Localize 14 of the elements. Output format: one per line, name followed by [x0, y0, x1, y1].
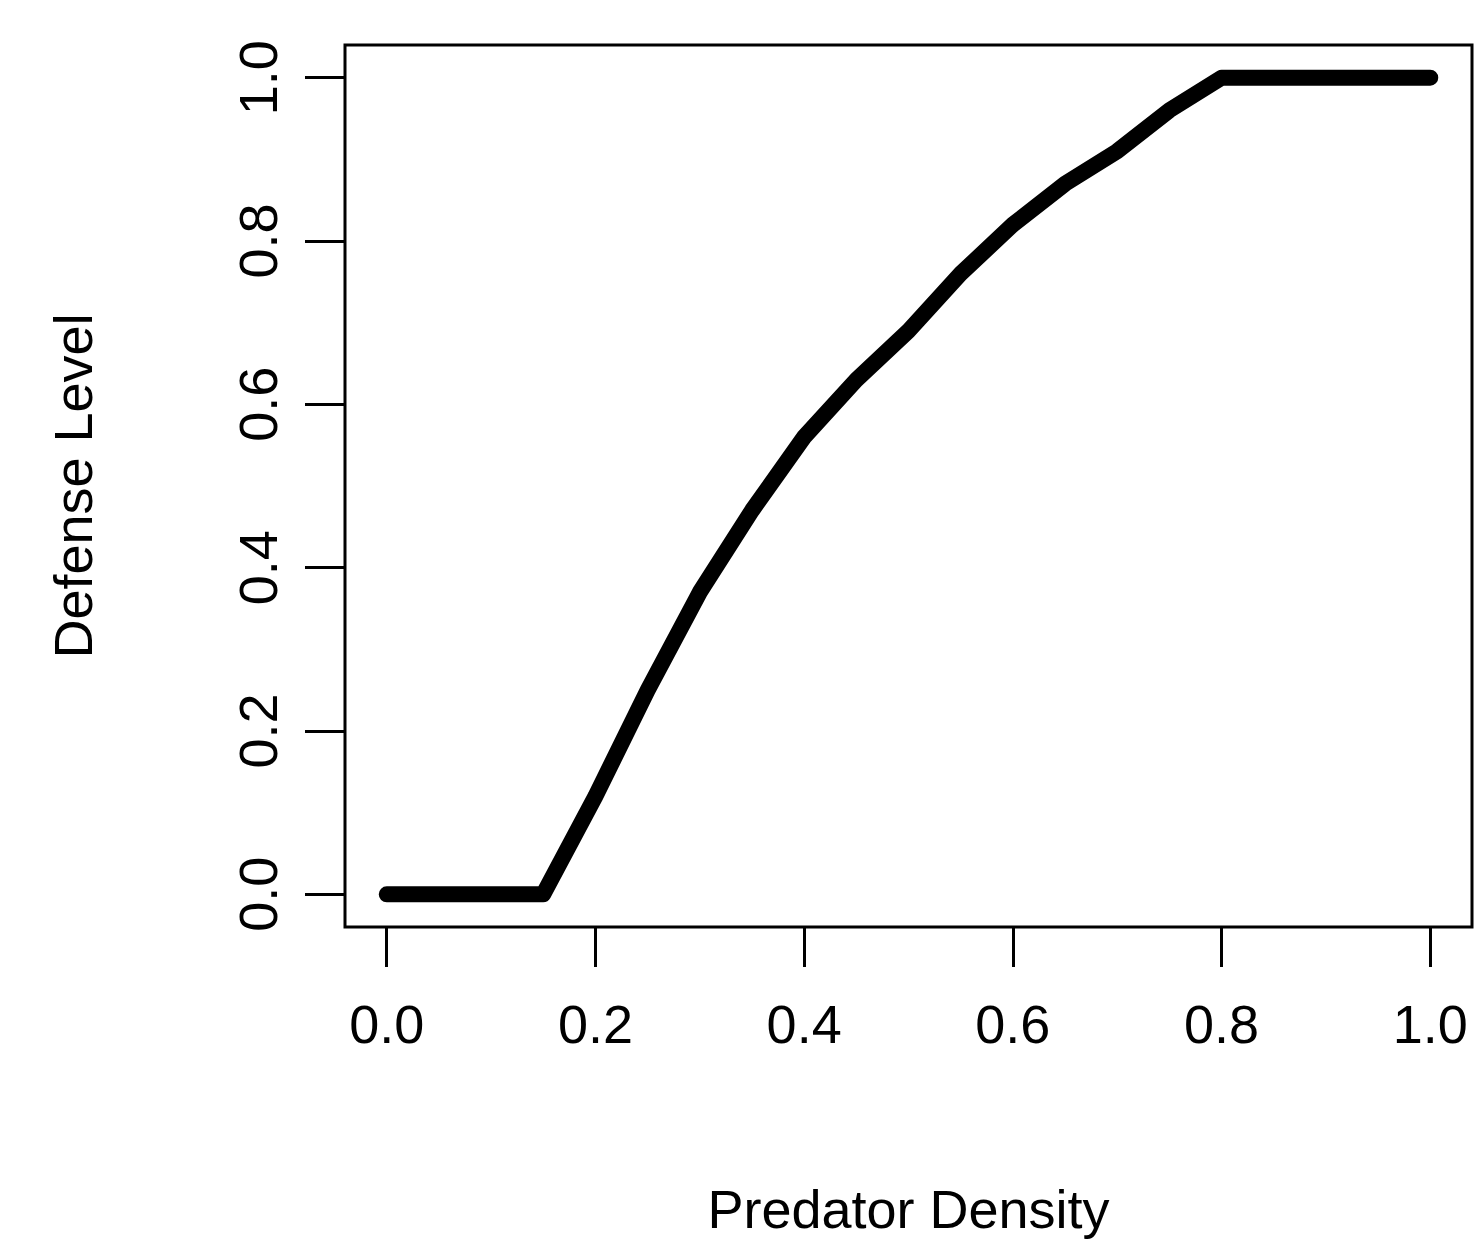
y-tick-label: 0.4 — [228, 530, 288, 606]
y-tick-label: 0.8 — [228, 203, 288, 279]
x-axis-title: Predator Density — [707, 1179, 1110, 1239]
y-tick-label: 0.6 — [228, 366, 288, 442]
x-tick-label: 0.0 — [349, 994, 425, 1054]
x-tick-label: 0.8 — [1184, 994, 1260, 1054]
x-tick-label: 0.2 — [557, 994, 633, 1054]
y-tick-label: 0.0 — [228, 856, 288, 932]
x-tick-label: 1.0 — [1392, 994, 1468, 1054]
y-tick-label: 0.2 — [228, 693, 288, 769]
x-tick-label: 0.6 — [975, 994, 1051, 1054]
x-tick-label: 0.4 — [766, 994, 842, 1054]
y-axis-title: Defense Level — [43, 313, 103, 659]
y-tick-label: 1.0 — [228, 40, 288, 116]
